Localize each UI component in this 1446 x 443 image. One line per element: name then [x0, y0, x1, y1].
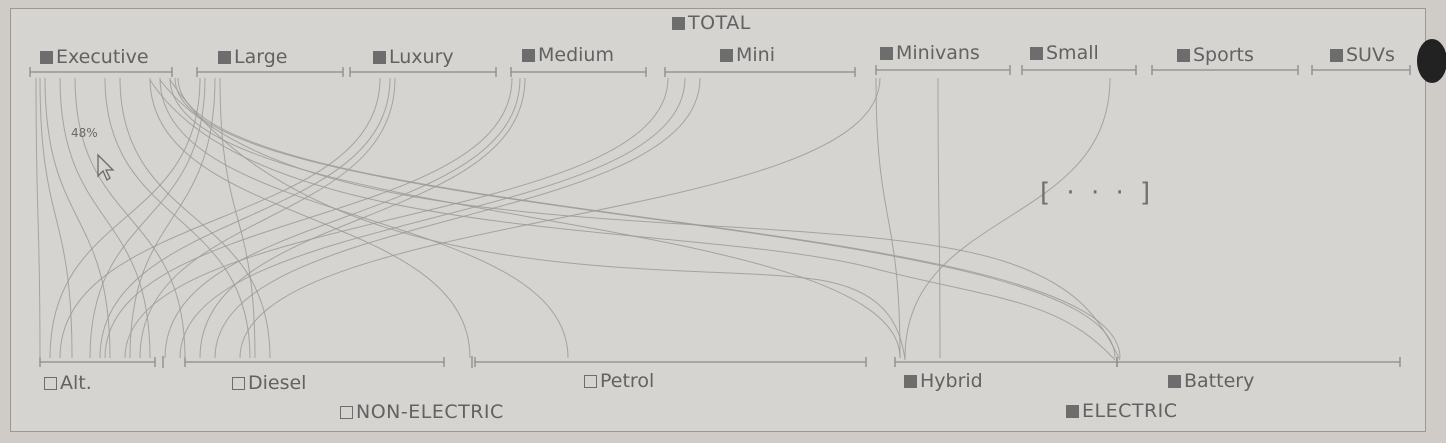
fuel-hybrid[interactable]: Hybrid [904, 370, 983, 392]
checkbox-mini[interactable] [720, 49, 733, 62]
category-luxury-label: Luxury [389, 46, 454, 68]
category-sports[interactable]: Sports [1177, 44, 1254, 66]
flow-link-11 [177, 77, 1121, 359]
category-large-label: Large [234, 46, 288, 68]
flow-link-16 [59, 77, 381, 359]
flow-link-4 [74, 77, 186, 359]
diagram-frame [10, 8, 1446, 432]
category-sports-label: Sports [1193, 44, 1254, 66]
fuel-diesel-label: Diesel [248, 372, 307, 394]
flow-link-19 [104, 77, 513, 359]
flow-link-5 [104, 77, 251, 359]
group-total[interactable]: TOTAL [672, 12, 751, 34]
group-electric-label: ELECTRIC [1082, 400, 1178, 422]
flow-link-3 [59, 77, 151, 359]
checkbox-large[interactable] [218, 51, 231, 64]
flow-sweep-2 [169, 79, 906, 361]
category-luxury[interactable]: Luxury [373, 46, 454, 68]
category-executive-label: Executive [56, 46, 149, 68]
category-suvs[interactable]: SUVs [1330, 44, 1395, 66]
category-executive[interactable]: Executive [40, 46, 149, 68]
fuel-petrol-label: Petrol [600, 370, 655, 392]
group-total-label: TOTAL [688, 12, 751, 34]
category-medium-label: Medium [538, 44, 614, 66]
flow-link-12 [49, 77, 201, 359]
flow-link-17 [99, 77, 391, 359]
checkbox-battery[interactable] [1168, 375, 1181, 388]
checkbox-executive[interactable] [40, 51, 53, 64]
flow-link-25 [875, 77, 901, 359]
more-indicator[interactable]: [ · · · ] [1040, 178, 1155, 208]
group-non-electric-label: NON-ELECTRIC [356, 401, 504, 423]
fuel-diesel[interactable]: Diesel [232, 372, 306, 394]
category-mini[interactable]: Mini [720, 44, 775, 66]
fuel-battery[interactable]: Battery [1168, 370, 1254, 392]
category-minivans-label: Minivans [896, 42, 980, 64]
flow-link-15 [219, 77, 256, 359]
flow-link-28 [904, 77, 1111, 359]
flow-link-8 [159, 77, 569, 359]
flow-link-22 [124, 77, 669, 359]
checkbox-total[interactable] [672, 17, 685, 30]
flow-link-20 [164, 77, 521, 359]
checkbox-alt[interactable] [44, 377, 57, 390]
category-suvs-label: SUVs [1346, 44, 1395, 66]
flow-link-0 [35, 77, 41, 359]
flow-sweep-1 [159, 79, 1121, 361]
category-mini-label: Mini [736, 44, 775, 66]
flow-link-10 [174, 77, 1116, 359]
fuel-petrol[interactable]: Petrol [584, 370, 654, 392]
flow-link-23 [179, 77, 686, 359]
category-small[interactable]: Small [1030, 42, 1099, 64]
flow-link-27 [239, 77, 881, 359]
flow-sweep-0 [149, 79, 1116, 361]
checkbox-suvs[interactable] [1330, 49, 1343, 62]
flow-link-21 [199, 77, 526, 359]
category-medium[interactable]: Medium [522, 44, 614, 66]
flow-link-2 [44, 77, 111, 359]
checkbox-luxury[interactable] [373, 51, 386, 64]
hover-value: 48% [71, 126, 98, 140]
checkbox-small[interactable] [1030, 47, 1043, 60]
category-minivans[interactable]: Minivans [880, 42, 980, 64]
category-large[interactable]: Large [218, 46, 287, 68]
flow-link-6 [119, 77, 271, 359]
cursor-icon [97, 153, 115, 181]
fuel-alt[interactable]: Alt. [44, 372, 92, 394]
group-non-electric[interactable]: NON-ELECTRIC [340, 401, 504, 423]
flow-link-26 [937, 77, 941, 359]
group-electric[interactable]: ELECTRIC [1066, 400, 1178, 422]
fuel-battery-label: Battery [1184, 370, 1255, 392]
checkbox-petrol[interactable] [584, 375, 597, 388]
checkbox-minivans[interactable] [880, 47, 893, 60]
fuel-alt-label: Alt. [60, 372, 92, 394]
checkbox-sports[interactable] [1177, 49, 1190, 62]
flow-link-24 [214, 77, 701, 359]
category-small-label: Small [1046, 42, 1099, 64]
flow-link-14 [129, 77, 216, 359]
checkbox-diesel[interactable] [232, 377, 245, 390]
checkbox-medium[interactable] [522, 49, 535, 62]
flow-link-1 [39, 77, 73, 359]
window-control-dot [1417, 39, 1446, 83]
checkbox-non-electric[interactable] [340, 406, 353, 419]
checkbox-electric[interactable] [1066, 405, 1079, 418]
fuel-hybrid-label: Hybrid [920, 370, 983, 392]
checkbox-hybrid[interactable] [904, 375, 917, 388]
flow-link-9 [169, 77, 901, 359]
